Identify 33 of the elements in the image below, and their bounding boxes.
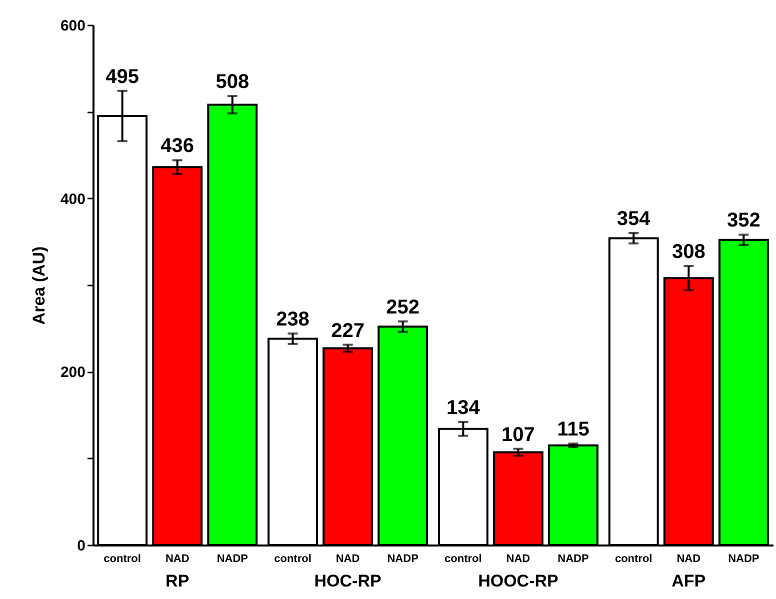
series-label: NADP <box>216 553 248 565</box>
text: control <box>614 553 652 565</box>
text: control <box>274 553 312 565</box>
x-tick-label: HOC-RP <box>314 572 382 590</box>
data-label: 134 <box>446 396 481 419</box>
data-label: 508 <box>216 71 250 94</box>
data-label: 308 <box>672 240 706 263</box>
text: NADP <box>387 553 418 565</box>
x-tick-label: HOOC-RP <box>478 572 558 590</box>
data-label: 495 <box>106 66 140 88</box>
text: control <box>444 553 482 565</box>
y-tick-label: 0 <box>77 538 86 554</box>
data-label: 107 <box>502 424 535 446</box>
y-axis-title: Area (AU) <box>29 246 48 325</box>
text: NAD <box>336 553 360 565</box>
data-label: 252 <box>386 296 420 318</box>
data-label: 238 <box>276 308 310 331</box>
text: NADP <box>558 553 589 565</box>
x-tick-label: AFP <box>672 572 706 590</box>
text: NAD <box>676 553 701 565</box>
series-label: NAD <box>165 553 190 565</box>
data-label: 352 <box>726 210 760 232</box>
y-tick-label: 200 <box>60 364 86 382</box>
data-label: 227 <box>331 320 364 342</box>
text: NADP <box>728 553 760 565</box>
y-tick-label: 600 <box>60 18 86 34</box>
data-label: 354 <box>616 208 652 230</box>
y-tick-label: 400 <box>60 190 86 208</box>
data-label: 115 <box>557 418 590 441</box>
x-tick-label: RP <box>166 572 190 590</box>
data-label: 436 <box>160 135 194 158</box>
series-label: control <box>104 553 141 565</box>
text: NAD <box>506 553 530 565</box>
